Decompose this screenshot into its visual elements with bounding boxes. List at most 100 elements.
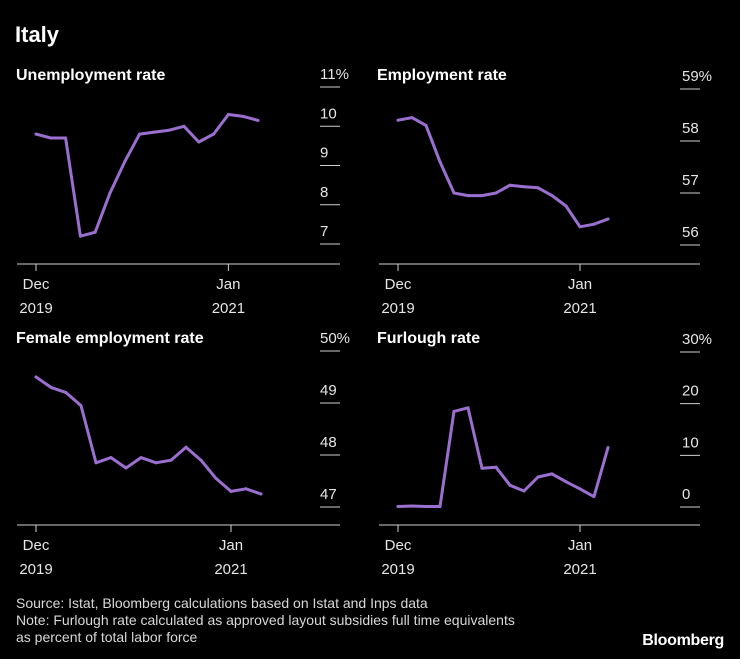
chart-furlough: 30% 20 10 0 Dec 2019 Jan 2021 xyxy=(379,331,712,578)
data-point xyxy=(494,465,498,469)
y-tick-label: 0 xyxy=(682,486,690,503)
x-tick-label-year: 2019 xyxy=(19,561,52,578)
data-point xyxy=(438,504,442,508)
data-point xyxy=(154,461,158,465)
x-tick-label-month: Jan xyxy=(219,537,243,554)
y-tick-label: 11% xyxy=(320,66,349,83)
data-point xyxy=(452,191,456,195)
y-tick-label: 10 xyxy=(682,434,699,451)
series-line xyxy=(396,406,610,508)
data-point xyxy=(564,204,568,208)
y-tick-label: 49 xyxy=(320,382,337,399)
data-point xyxy=(424,504,428,508)
y-tick-label: 56 xyxy=(682,224,699,241)
data-point xyxy=(124,466,128,470)
y-tick-label: 8 xyxy=(320,184,328,201)
footnotes: Source: Istat, Bloomberg calculations ba… xyxy=(16,595,515,646)
x-tick-label-year: 2021 xyxy=(214,561,247,578)
panel-title-unemployment: Unemployment rate xyxy=(16,67,166,84)
chart-employment: 59% 58 57 56 Dec 2019 Jan 2021 xyxy=(379,68,712,317)
y-tick-label: 7 xyxy=(320,223,328,240)
x-tick-label-month: Dec xyxy=(385,537,412,554)
data-point xyxy=(410,504,414,508)
x-tick-label-year: 2021 xyxy=(563,561,596,578)
data-point xyxy=(199,458,203,462)
data-point xyxy=(138,132,142,136)
note-text-line1: Note: Furlough rate calculated as approv… xyxy=(16,612,515,628)
data-point xyxy=(139,456,143,460)
x-tick-label-month: Jan xyxy=(568,537,592,554)
data-point xyxy=(214,476,218,480)
data-point xyxy=(578,487,582,491)
data-point xyxy=(522,185,526,189)
data-point xyxy=(256,118,260,122)
data-point xyxy=(438,160,442,164)
panel-title-furlough: Furlough rate xyxy=(377,330,481,347)
data-point xyxy=(259,492,263,496)
panel-title-employment: Employment rate xyxy=(377,67,507,84)
data-point xyxy=(480,466,484,470)
data-point xyxy=(184,445,188,449)
data-point xyxy=(229,489,233,493)
x-tick-label-year: 2019 xyxy=(381,561,414,578)
x-tick-label-month: Dec xyxy=(385,276,412,293)
data-point xyxy=(550,472,554,476)
data-point xyxy=(522,489,526,493)
data-point xyxy=(396,118,400,122)
x-tick-label-year: 2019 xyxy=(19,300,52,317)
data-point xyxy=(167,128,171,132)
x-tick-label-year: 2021 xyxy=(212,300,245,317)
data-point xyxy=(592,495,596,499)
y-tick-label: 48 xyxy=(320,434,337,451)
data-point xyxy=(536,186,540,190)
x-tick-label-month: Jan xyxy=(216,276,240,293)
data-point xyxy=(424,123,428,127)
data-point xyxy=(606,217,610,221)
data-point xyxy=(34,375,38,379)
x-tick-label-month: Jan xyxy=(568,276,592,293)
data-point xyxy=(452,409,456,413)
source-text: Source: Istat, Bloomberg calculations ba… xyxy=(16,595,428,611)
data-point xyxy=(212,132,216,136)
y-tick-label: 59% xyxy=(682,68,712,85)
data-point xyxy=(606,446,610,450)
data-point xyxy=(536,475,540,479)
x-tick-label-month: Dec xyxy=(23,276,50,293)
series-line xyxy=(34,113,260,238)
data-point xyxy=(108,191,112,195)
data-point xyxy=(244,487,248,491)
data-point xyxy=(94,461,98,465)
data-point xyxy=(49,385,53,389)
y-tick-label: 20 xyxy=(682,383,699,400)
series-line xyxy=(34,375,263,496)
data-point xyxy=(564,480,568,484)
data-point xyxy=(550,194,554,198)
y-tick-label: 30% xyxy=(682,331,712,348)
data-point xyxy=(79,404,83,408)
data-point xyxy=(123,160,127,164)
data-point xyxy=(466,194,470,198)
data-point xyxy=(49,136,53,140)
data-point xyxy=(64,136,68,140)
data-point xyxy=(396,504,400,508)
data-point xyxy=(508,183,512,187)
y-tick-label: 57 xyxy=(682,172,699,189)
data-point xyxy=(169,458,173,462)
data-point xyxy=(592,222,596,226)
data-point xyxy=(182,124,186,128)
data-point xyxy=(410,116,414,120)
chart-unemployment: 11% 10 9 8 7 Dec 2019 Jan 2021 xyxy=(17,66,349,317)
y-tick-label: 58 xyxy=(682,120,699,137)
data-point xyxy=(109,456,113,460)
series-line xyxy=(396,116,610,229)
data-point xyxy=(152,130,156,134)
data-point xyxy=(466,406,470,410)
data-point xyxy=(480,194,484,198)
panel-title-female-employment: Female employment rate xyxy=(16,330,204,347)
data-point xyxy=(34,132,38,136)
data-point xyxy=(78,234,82,238)
x-tick-label-month: Dec xyxy=(23,537,50,554)
data-point xyxy=(93,230,97,234)
y-tick-label: 50% xyxy=(320,330,350,347)
